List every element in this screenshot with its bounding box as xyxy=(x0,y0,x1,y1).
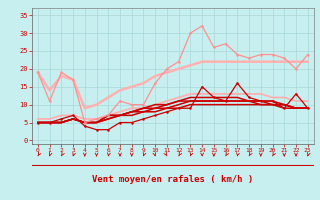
Text: Vent moyen/en rafales ( km/h ): Vent moyen/en rafales ( km/h ) xyxy=(92,176,253,184)
